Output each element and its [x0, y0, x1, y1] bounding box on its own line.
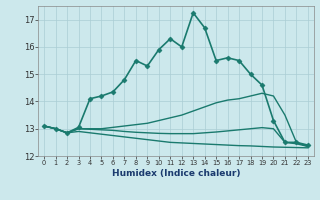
X-axis label: Humidex (Indice chaleur): Humidex (Indice chaleur) — [112, 169, 240, 178]
